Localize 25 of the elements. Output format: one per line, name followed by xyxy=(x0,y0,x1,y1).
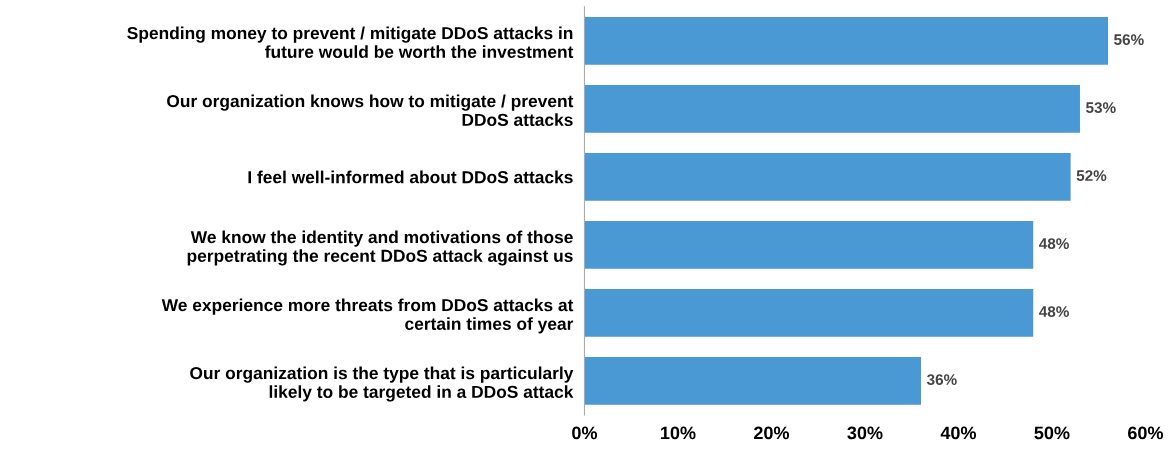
bar xyxy=(584,85,1080,133)
x-tick-label: 10% xyxy=(661,426,696,440)
x-tick-label: 0% xyxy=(572,426,598,440)
data-label: 48% xyxy=(1039,238,1069,250)
x-tick-label: 60% xyxy=(1128,426,1164,440)
y-tick-label: Our organization knows how to mitigate / prevent DDoS attacks xyxy=(167,94,574,127)
x-tick-label: 30% xyxy=(847,426,883,440)
y-tick-label: We experience more threats from DDoS attacks at certain times of year xyxy=(161,298,574,334)
x-tick-label: 40% xyxy=(940,426,977,440)
y-tick-label: Our organization is the type that is particularly likely to be targeted in a DDoS attack xyxy=(190,366,574,402)
y-tick-label: Spending money to prevent / mitigate DDoS attacks in future would be worth the investment xyxy=(127,26,574,59)
bar xyxy=(584,17,1109,65)
bar xyxy=(584,357,922,405)
data-label: 56% xyxy=(1114,34,1144,46)
x-tick-label: 20% xyxy=(754,426,790,440)
y-tick-label: I feel well-informed about DDoS attacks xyxy=(248,170,573,184)
data-label: 36% xyxy=(926,374,957,386)
bar xyxy=(584,221,1034,269)
data-label: 52% xyxy=(1076,170,1107,182)
bar xyxy=(584,289,1034,337)
bar xyxy=(584,153,1071,201)
data-label: 53% xyxy=(1086,102,1116,114)
x-tick-label: 50% xyxy=(1034,426,1070,440)
data-label: 48% xyxy=(1039,306,1069,317)
y-tick-label: We know the identity and motivations of those perpetrating the recent DDoS attack against us xyxy=(187,230,573,266)
